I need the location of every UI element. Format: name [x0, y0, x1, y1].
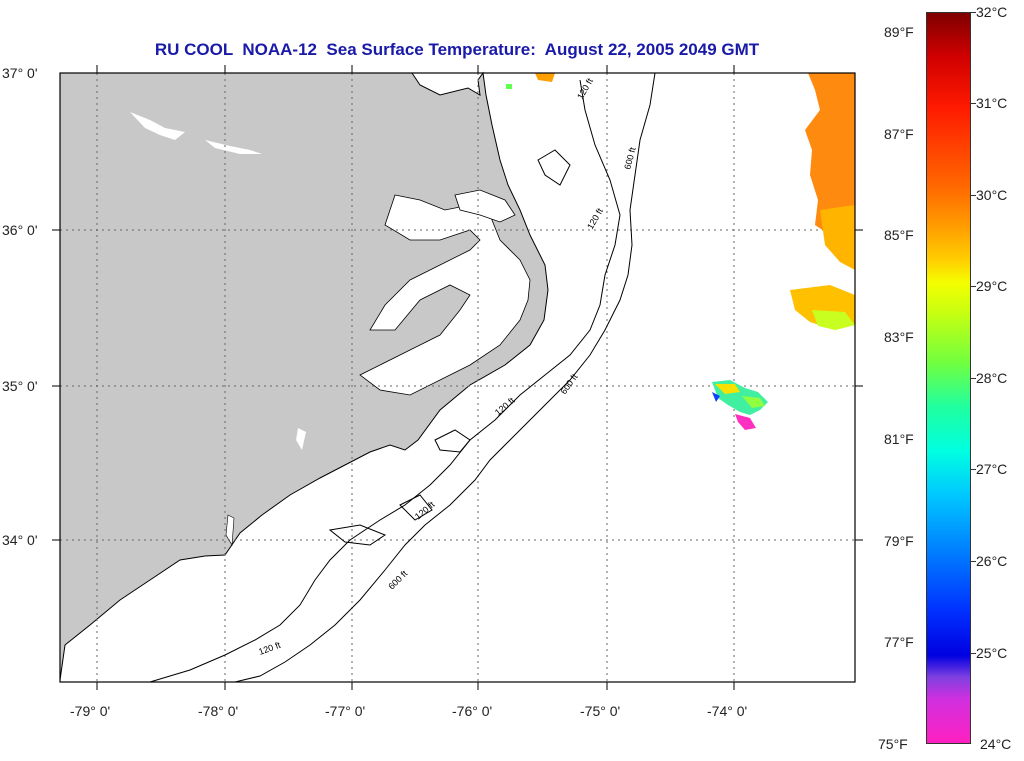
colorbar-c-label: 24°C — [980, 736, 1012, 752]
colorbar-c-label: 25°C — [976, 645, 1008, 661]
lat-label: 35° 0' — [2, 378, 38, 394]
contour-label: 120 ft — [257, 640, 282, 657]
plot-frame — [59, 72, 856, 683]
lon-label: -76° 0' — [452, 703, 493, 719]
colorbar-c-label: 27°C — [976, 461, 1008, 477]
coastline-land — [59, 71, 549, 681]
contour-label: 120 ft — [585, 206, 605, 231]
colorbar-f-label: 83°F — [884, 329, 914, 345]
colorbar-c-label: 31°C — [976, 95, 1008, 111]
colorbar-f-label: 77°F — [884, 634, 914, 650]
lon-label: -75° 0' — [580, 703, 621, 719]
colorbar-c-label: 29°C — [976, 278, 1008, 294]
contour-label: 600 ft — [558, 372, 579, 397]
graticule — [60, 73, 855, 682]
colorbar-f-label: 81°F — [884, 431, 914, 447]
colorbar-f-label: 79°F — [884, 533, 914, 549]
sst-data-patches — [506, 73, 855, 430]
lon-label: -79° 0' — [70, 703, 111, 719]
lon-label: -77° 0' — [325, 703, 366, 719]
depth-contours — [149, 72, 656, 683]
colorbar-f-label: 87°F — [884, 126, 914, 142]
colorbar-c-label: 26°C — [976, 553, 1008, 569]
temperature-colorbar — [926, 12, 971, 744]
lat-label: 34° 0' — [2, 532, 38, 548]
colorbar-c-label: 28°C — [976, 370, 1008, 386]
map-title: RU COOL NOAA-12 Sea Surface Temperature:… — [154, 40, 760, 59]
contour-label: 120 ft — [575, 76, 595, 101]
lat-label: 37° 0' — [2, 65, 38, 81]
colorbar-f-label: 89°F — [884, 24, 914, 40]
lat-label: 36° 0' — [2, 222, 38, 238]
lon-label: -74° 0' — [707, 703, 748, 719]
contour-600ft — [234, 72, 656, 683]
lon-label: -78° 0' — [198, 703, 239, 719]
colorbar-c-label: 32°C — [976, 4, 1008, 20]
contour-label: 120 ft — [493, 395, 517, 417]
pamlico-sound — [359, 194, 531, 396]
colorbar-c-label: 30°C — [976, 187, 1008, 203]
albemarle-sound — [454, 189, 516, 223]
colorbar-f-label: 85°F — [884, 227, 914, 243]
contour-label: 600 ft — [386, 568, 409, 591]
colorbar-f-label: 75°F — [878, 736, 908, 752]
contour-label: 600 ft — [622, 146, 638, 171]
